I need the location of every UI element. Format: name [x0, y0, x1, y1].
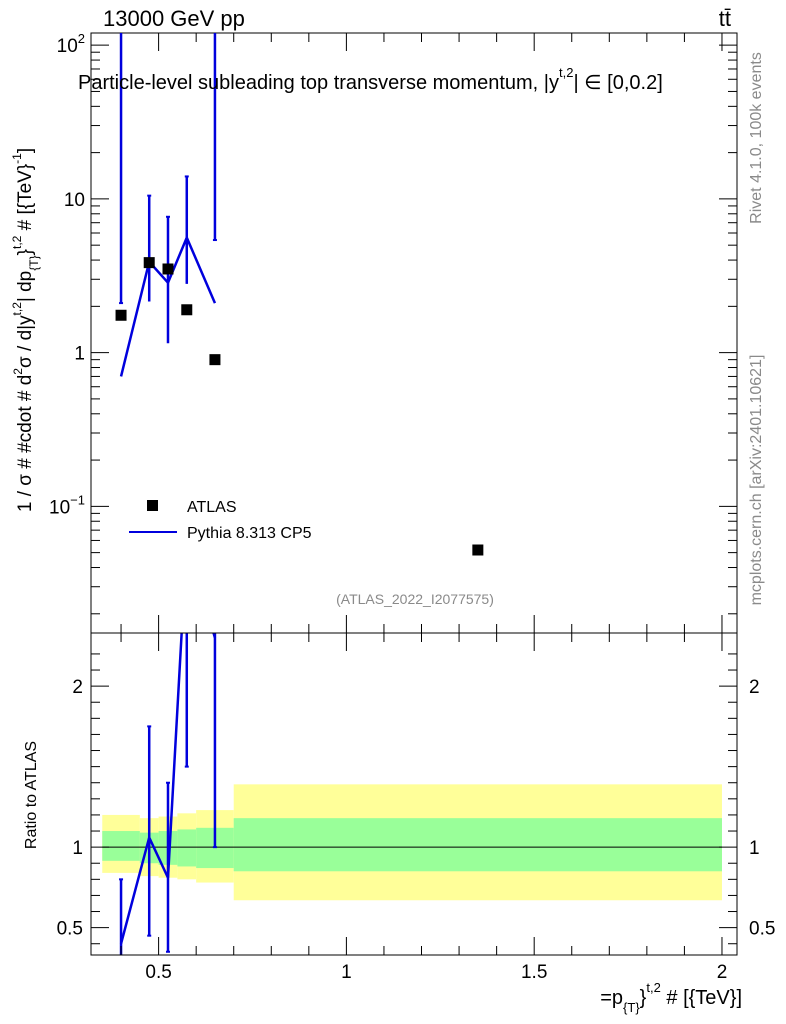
chart-title: Particle-level subleading top transverse…	[78, 65, 663, 94]
main-y-tick-label: 1	[74, 344, 85, 365]
main-series	[115, 33, 484, 556]
energy-label: 13000 GeV pp	[103, 6, 245, 31]
ratio-green-band	[177, 829, 197, 867]
atlas-data-point	[181, 304, 193, 316]
x-tick-label: 2	[717, 962, 728, 983]
atlas-data-point	[472, 544, 484, 556]
atlas-data-point	[115, 309, 127, 321]
ratio-plot-frame	[90, 632, 738, 956]
main-y-tick-label: 10	[64, 190, 85, 211]
ratio-series	[119, 633, 217, 955]
ratio-y-tick-label-right: 0.5	[749, 919, 775, 940]
x-tick-label: 0.5	[145, 962, 171, 983]
legend-pythia-label: Pythia 8.313 CP5	[187, 525, 312, 542]
ratio-axes: 0.5 0.5 1 1 2 2 0.5 1 1.5 2	[57, 633, 775, 983]
main-axes: 102 10 1 10−1	[49, 31, 737, 633]
atlas-data-point	[162, 263, 174, 275]
ratio-uncertainty-bands	[102, 784, 722, 901]
main-y-axis-label: 1 / σ # #cdot # d2σ / d|yt,2| dp{T}}t,2 …	[10, 148, 41, 512]
legend-atlas-marker	[147, 500, 158, 511]
ratio-y-tick-label-right: 1	[749, 838, 760, 859]
main-plot-frame	[90, 32, 738, 634]
atlas-data-point	[209, 354, 221, 366]
analysis-id-annotation: (ATLAS_2022_I2077575)	[336, 591, 494, 607]
rivet-version-label: Rivet 4.1.0, 100k events	[748, 52, 765, 224]
ratio-y-tick-label-left: 0.5	[57, 919, 83, 940]
atlas-data-point	[143, 257, 155, 269]
mcplots-label: mcplots.cern.ch [arXiv:2401.10621]	[748, 355, 765, 606]
legend-atlas-label: ATLAS	[187, 499, 237, 516]
ratio-green-band	[102, 831, 140, 861]
ratio-y-axis-label: Ratio to ATLAS	[23, 741, 40, 849]
x-tick-label: 1.5	[521, 962, 547, 983]
main-y-tick-label: 102	[57, 31, 85, 57]
ratio-y-tick-label-left: 1	[72, 838, 83, 859]
x-axis-label: =p{T}}t,2 # [{TeV}]	[600, 980, 742, 1015]
ratio-green-band	[233, 818, 722, 872]
x-tick-label: 1	[341, 962, 352, 983]
process-label: tt̄	[719, 6, 731, 31]
main-y-tick-label: 10−1	[49, 492, 85, 518]
ratio-y-tick-label-left: 2	[72, 677, 83, 698]
ratio-y-tick-label-right: 2	[749, 677, 760, 698]
